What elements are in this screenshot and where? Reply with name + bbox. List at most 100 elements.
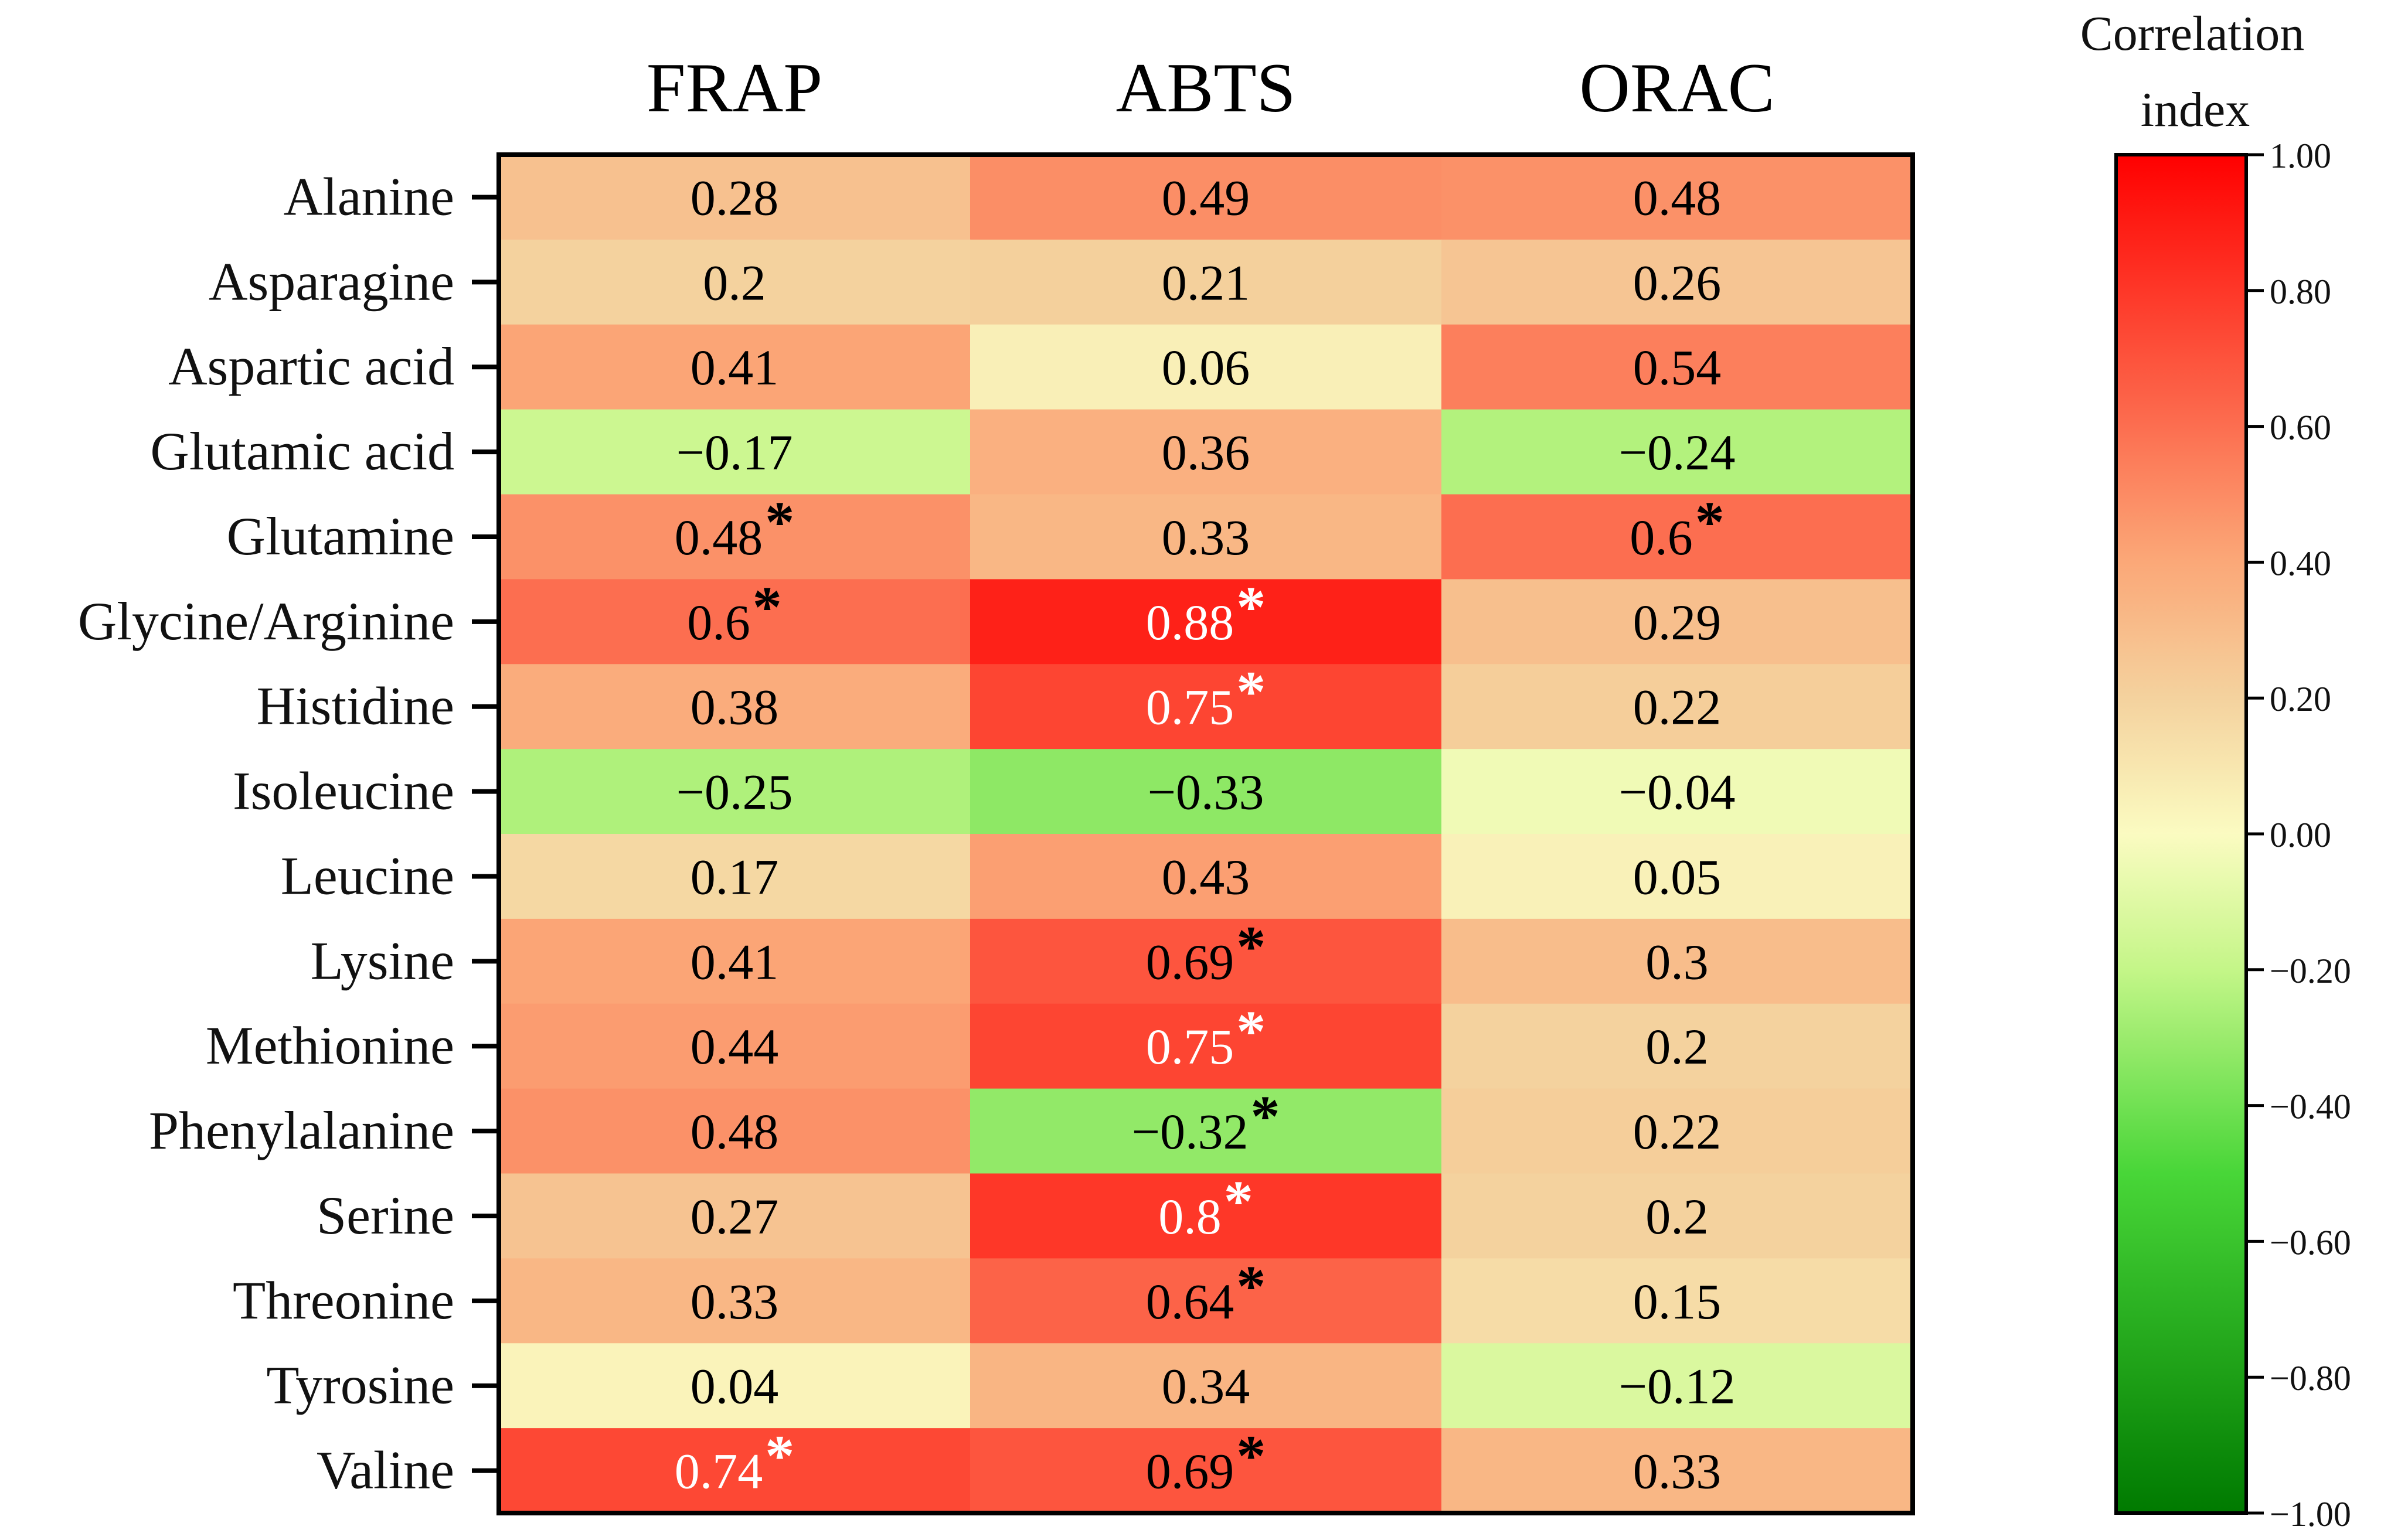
heatmap-cell (499, 664, 971, 749)
heatmap-cell (1441, 1258, 1913, 1344)
row-label: Glutamic acid (150, 421, 454, 481)
row-labels: Alanine Asparagine Aspartic acid Glutamic a… (78, 166, 499, 1500)
row-label: Leucine (281, 846, 454, 905)
cell-value-label: 0.21 (1162, 254, 1250, 311)
cell-value-label: 0.41 (691, 339, 779, 396)
row-label: Threonine (233, 1270, 454, 1330)
cell-value-label: 0.05 (1633, 849, 1722, 905)
cell-value-label: 0.29 (1633, 594, 1722, 650)
cell-value-label: 0.54 (1633, 339, 1722, 396)
heatmap-cell (499, 834, 971, 919)
cell-value-label: −0.33 (1147, 764, 1264, 820)
colorbar-gradient (2114, 153, 2248, 1515)
heatmap-frame (496, 152, 1915, 1515)
heatmap-cell (499, 1003, 971, 1089)
cell-value-label: −0.24 (1618, 424, 1735, 481)
heatmap-cell (970, 1343, 1442, 1429)
heatmap-cell (1441, 579, 1913, 665)
heatmap-cell (1441, 834, 1913, 919)
heatmap-cell (1441, 1088, 1913, 1174)
heatmap-cell (499, 1088, 971, 1174)
cell-value-label: 0.28 (691, 169, 779, 226)
heatmap-cell (1441, 409, 1913, 495)
heatmap-cell (970, 1258, 1442, 1344)
cell-value-label: 0.17 (691, 849, 779, 905)
heatmap-cell (499, 579, 971, 665)
row-label: Asparagine (209, 251, 454, 311)
column-header: ABTS (1116, 49, 1296, 127)
heatmap-cell (1441, 324, 1913, 410)
heatmap-cell (499, 1258, 971, 1344)
cell-value-label: 0.2 (1645, 1018, 1709, 1075)
column-header: FRAP (647, 49, 822, 127)
cell-value-label: −0.25 (676, 764, 793, 820)
heatmap-cell (970, 1003, 1442, 1089)
cell-value-label: 0.33 (1633, 1443, 1722, 1500)
heatmap-cell (1441, 1428, 1913, 1514)
colorbar-title-line2: index (2141, 83, 2250, 137)
cell-value-label: 0.2 (703, 254, 766, 311)
colorbar-tick-label: 0.40 (2270, 544, 2331, 582)
heatmap-cell (970, 918, 1442, 1004)
row-label: Isoleucine (233, 761, 454, 821)
row-label: Alanine (284, 166, 454, 226)
heatmap-cell (499, 1428, 971, 1514)
heatmap-cell (970, 1428, 1442, 1514)
colorbar-tick-label: −0.40 (2270, 1088, 2351, 1126)
row-label: Phenylalanine (149, 1101, 454, 1160)
cell-value-label: 0.33 (691, 1273, 779, 1330)
cell-value-label: 0.27 (691, 1188, 779, 1245)
heatmap-cell (970, 494, 1442, 580)
cell-value-label: 0.44 (691, 1018, 779, 1075)
heatmap-cell (499, 1343, 971, 1429)
row-label: Tyrosine (266, 1355, 454, 1415)
heatmap-cell-labels: 0.28 0.49 0.48 0.2 0.21 0.26 0.41 0.06 0.54 −0.17… (675, 169, 1736, 1499)
row-label: Glutamine (227, 506, 454, 566)
cell-value-label: 0.15 (1633, 1273, 1722, 1330)
heatmap-cell (1441, 155, 1913, 240)
heatmap-cell (970, 1088, 1442, 1174)
heatmap-cell (499, 1173, 971, 1259)
colorbar-tick-label: −0.80 (2270, 1359, 2351, 1398)
cell-value-label: 0.26 (1633, 254, 1722, 311)
heatmap-cell (970, 834, 1442, 919)
heatmap-cell (499, 409, 971, 495)
heatmap-cell (1441, 494, 1913, 580)
heatmap-cell (1441, 918, 1913, 1004)
heatmap-cell (970, 155, 1442, 240)
heatmap-cell (1441, 664, 1913, 749)
cell-value-label: 0.48 (1633, 169, 1722, 226)
colorbar-tick-label: 1.00 (2270, 137, 2331, 175)
cell-value-label: 0.43 (1162, 849, 1250, 905)
cell-value-label: 0.04 (691, 1358, 779, 1415)
cell-value-label: 0.38 (691, 679, 779, 735)
heatmap-cell (970, 409, 1442, 495)
cell-value-label: 0.3 (1645, 933, 1709, 990)
heatmap-cell (970, 324, 1442, 410)
heatmap-cell (970, 579, 1442, 665)
colorbar-tick-label: −0.20 (2270, 952, 2351, 990)
cell-value-label: 0.33 (1162, 509, 1250, 565)
colorbar-tick-label: −1.00 (2270, 1495, 2351, 1534)
cell-value-label: 0.06 (1162, 339, 1250, 396)
heatmap-cell (970, 664, 1442, 749)
cell-value-label: 0.34 (1162, 1358, 1250, 1415)
colorbar: 1.00 0.80 0.60 0.40 0.20 0.00 −0.20 −0.40 −0.60 −… (2080, 6, 2351, 1534)
cell-value-label: −0.12 (1618, 1358, 1735, 1415)
cell-value-label: 0.36 (1162, 424, 1250, 481)
heatmap-cell (499, 494, 971, 580)
cell-value-label: 0.2 (1645, 1188, 1709, 1245)
heatmap-cell (1441, 1173, 1913, 1259)
heatmap-cells (499, 155, 1913, 1514)
heatmap-cell (499, 918, 971, 1004)
row-label: Aspartic acid (168, 336, 454, 396)
colorbar-tick-label: 0.80 (2270, 272, 2331, 311)
heatmap-cell (1441, 749, 1913, 834)
row-label: Serine (317, 1185, 454, 1245)
cell-value-label: 0.22 (1633, 679, 1722, 735)
column-headers: FRAP ABTS ORAC (647, 49, 1775, 127)
colorbar-tick-label: 0.20 (2270, 680, 2331, 718)
heatmap-cell (970, 749, 1442, 834)
cell-value-label: −0.17 (676, 424, 793, 481)
